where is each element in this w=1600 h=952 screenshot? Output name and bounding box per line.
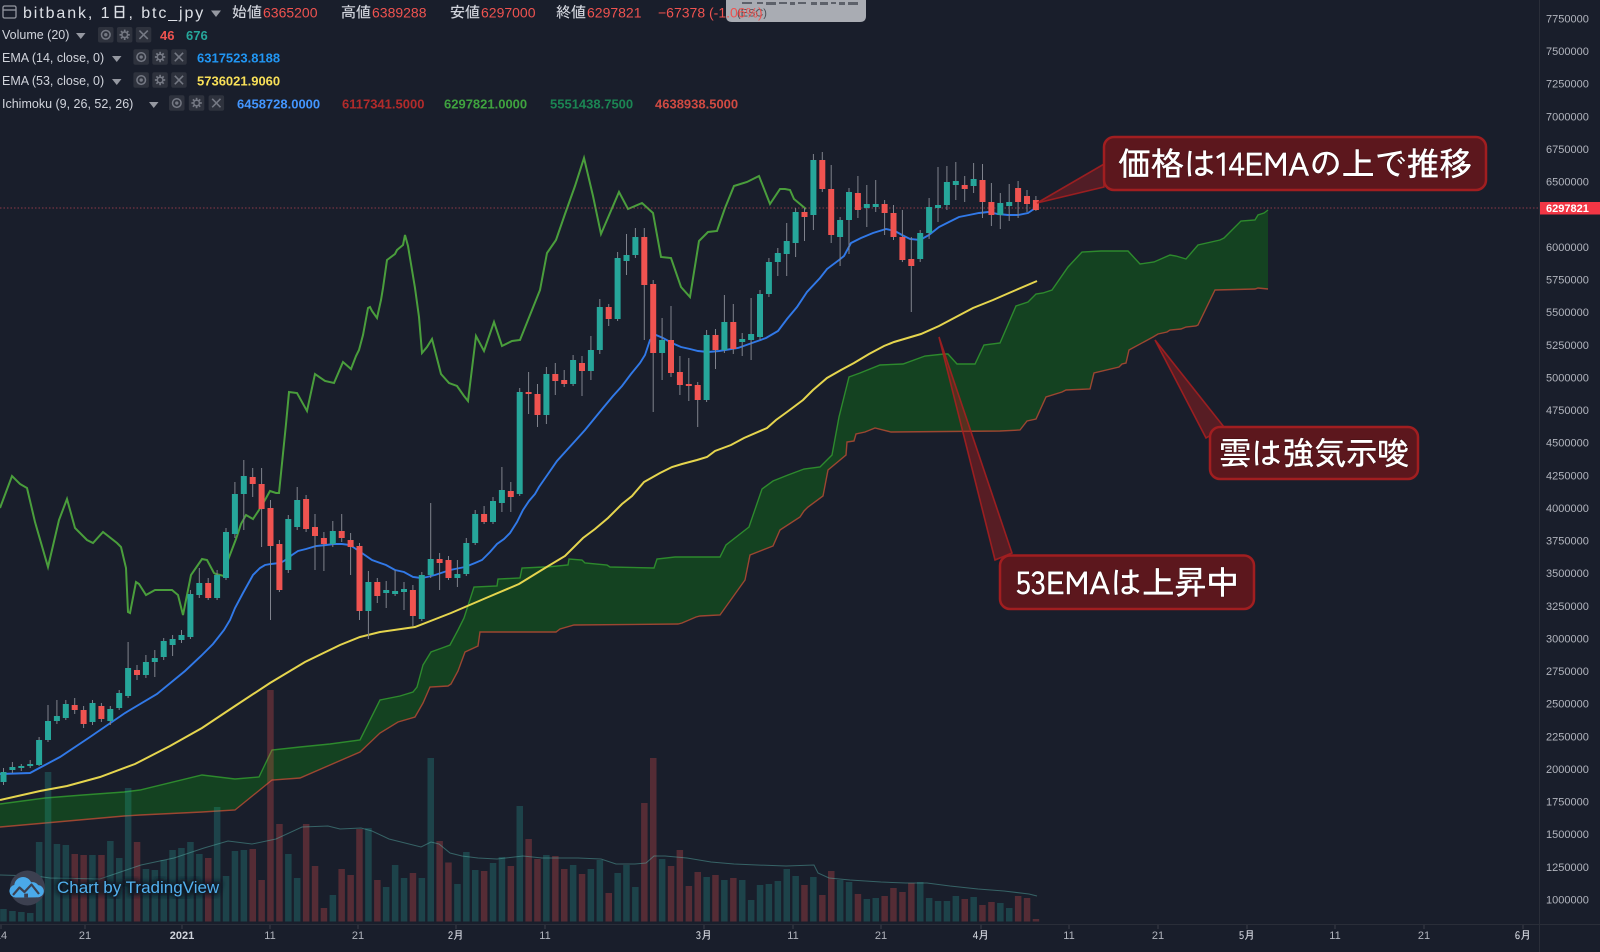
svg-text:2000000: 2000000 bbox=[1546, 764, 1589, 776]
svg-text:7500000: 7500000 bbox=[1546, 46, 1589, 58]
svg-text:11: 11 bbox=[264, 930, 275, 942]
svg-text:4500000: 4500000 bbox=[1546, 438, 1589, 450]
svg-text:7250000: 7250000 bbox=[1546, 79, 1589, 91]
svg-text:EMA (14, close, 0): EMA (14, close, 0) bbox=[2, 51, 104, 65]
svg-text:11: 11 bbox=[787, 930, 798, 942]
svg-text:6297821: 6297821 bbox=[1546, 203, 1589, 215]
svg-text:5000000: 5000000 bbox=[1546, 372, 1589, 384]
svg-text:6389288: 6389288 bbox=[372, 5, 427, 21]
svg-text:3000000: 3000000 bbox=[1546, 633, 1589, 645]
svg-text:2021: 2021 bbox=[170, 930, 194, 942]
svg-text:6000000: 6000000 bbox=[1546, 242, 1589, 254]
svg-text:EMA (53, close, 0): EMA (53, close, 0) bbox=[2, 74, 104, 88]
svg-text:2750000: 2750000 bbox=[1546, 666, 1589, 678]
svg-text:6297821.0000: 6297821.0000 bbox=[444, 97, 527, 112]
svg-text:6750000: 6750000 bbox=[1546, 144, 1589, 156]
svg-text:6317523.8188: 6317523.8188 bbox=[197, 51, 280, 66]
svg-text:6297821: 6297821 bbox=[587, 5, 642, 21]
svg-text:4750000: 4750000 bbox=[1546, 405, 1589, 417]
svg-text:6297000: 6297000 bbox=[481, 5, 536, 21]
svg-text:Chart by TradingView: Chart by TradingView bbox=[57, 878, 220, 897]
svg-text:21: 21 bbox=[1418, 930, 1430, 942]
svg-text:4000000: 4000000 bbox=[1546, 503, 1589, 515]
svg-text:7000000: 7000000 bbox=[1546, 111, 1589, 123]
svg-text:6365200: 6365200 bbox=[263, 5, 318, 21]
svg-text:3250000: 3250000 bbox=[1546, 601, 1589, 613]
svg-text:21: 21 bbox=[79, 930, 91, 942]
svg-text:1750000: 1750000 bbox=[1546, 797, 1589, 809]
svg-text:(ESC): (ESC) bbox=[737, 8, 767, 20]
svg-text:1250000: 1250000 bbox=[1546, 862, 1589, 874]
svg-text:5736021.9060: 5736021.9060 bbox=[197, 74, 280, 89]
svg-text:6458728.0000: 6458728.0000 bbox=[237, 97, 320, 112]
svg-text:21: 21 bbox=[875, 930, 887, 942]
svg-text:2500000: 2500000 bbox=[1546, 699, 1589, 711]
svg-text:Chart by TradingView: Chart by TradingView bbox=[57, 878, 220, 897]
svg-text:7750000: 7750000 bbox=[1546, 14, 1589, 26]
svg-text:46: 46 bbox=[160, 28, 174, 43]
svg-text:4638938.5000: 4638938.5000 bbox=[655, 97, 738, 112]
svg-text:2250000: 2250000 bbox=[1546, 731, 1589, 743]
svg-text:5500000: 5500000 bbox=[1546, 307, 1589, 319]
svg-text:Ichimoku (9, 26, 52, 26): Ichimoku (9, 26, 52, 26) bbox=[2, 97, 133, 111]
svg-text:Volume (20): Volume (20) bbox=[2, 28, 69, 42]
svg-text:1500000: 1500000 bbox=[1546, 829, 1589, 841]
svg-text:21: 21 bbox=[352, 930, 364, 942]
svg-text:4250000: 4250000 bbox=[1546, 470, 1589, 482]
svg-text:21: 21 bbox=[1152, 930, 1164, 942]
svg-text:5551438.7500: 5551438.7500 bbox=[550, 97, 633, 112]
svg-text:, btc_jpy: , btc_jpy bbox=[129, 5, 206, 22]
svg-text:−67378 (-1.06%): −67378 (-1.06%) bbox=[658, 5, 763, 21]
svg-text:1000000: 1000000 bbox=[1546, 895, 1589, 907]
svg-text:6500000: 6500000 bbox=[1546, 177, 1589, 189]
svg-text:6117341.5000: 6117341.5000 bbox=[342, 97, 424, 112]
svg-text:bitbank, 1: bitbank, 1 bbox=[23, 5, 111, 22]
svg-text:14: 14 bbox=[0, 930, 7, 942]
svg-text:5750000: 5750000 bbox=[1546, 275, 1589, 287]
svg-text:3500000: 3500000 bbox=[1546, 568, 1589, 580]
svg-text:11: 11 bbox=[539, 930, 550, 942]
svg-text:5250000: 5250000 bbox=[1546, 340, 1589, 352]
svg-text:676: 676 bbox=[186, 28, 208, 43]
svg-text:11: 11 bbox=[1063, 930, 1074, 942]
svg-text:3750000: 3750000 bbox=[1546, 536, 1589, 548]
svg-text:11: 11 bbox=[1329, 930, 1340, 942]
